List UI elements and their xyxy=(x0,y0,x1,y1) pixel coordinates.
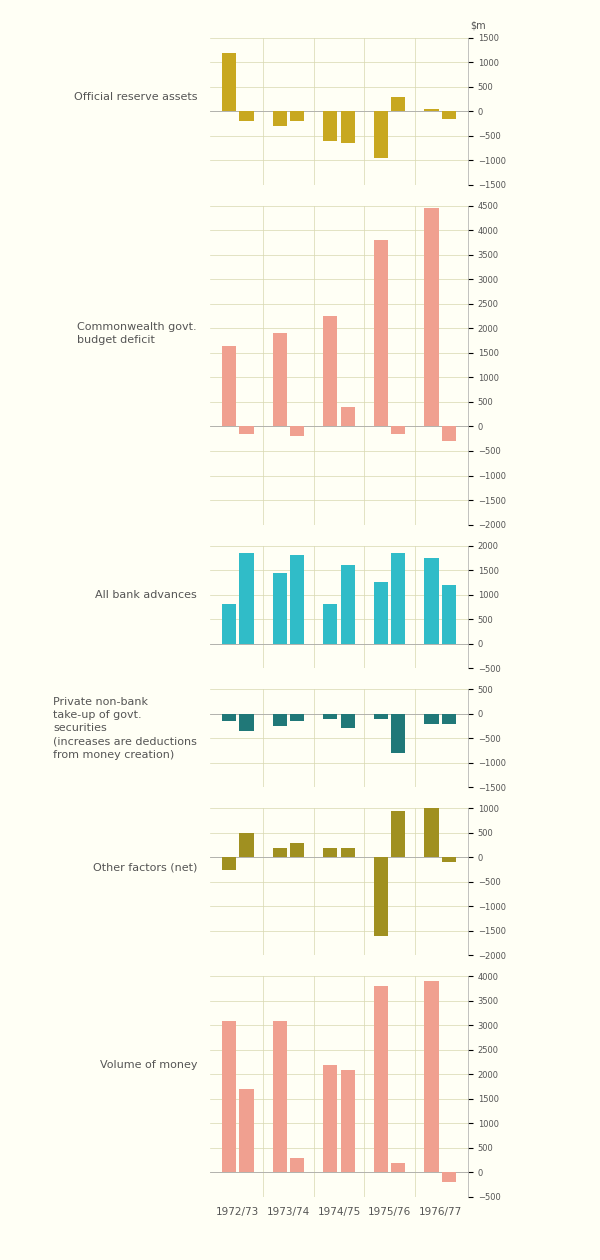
Bar xyxy=(391,426,405,433)
Bar xyxy=(374,111,388,158)
Bar xyxy=(424,809,439,857)
Bar xyxy=(290,426,304,436)
Bar xyxy=(341,407,355,426)
Bar xyxy=(391,810,405,857)
Bar xyxy=(442,713,456,723)
Bar xyxy=(239,713,254,731)
Bar xyxy=(323,848,337,857)
Bar xyxy=(391,713,405,753)
Bar xyxy=(273,1021,287,1173)
Text: Volume of money: Volume of money xyxy=(100,1060,197,1070)
Bar xyxy=(239,1089,254,1173)
Bar xyxy=(239,833,254,857)
Bar xyxy=(290,1158,304,1173)
Bar xyxy=(273,848,287,857)
Bar xyxy=(374,857,388,936)
Bar xyxy=(341,713,355,728)
Bar xyxy=(273,334,287,426)
Bar xyxy=(442,857,456,862)
Bar xyxy=(290,556,304,644)
Bar xyxy=(391,553,405,644)
Bar xyxy=(374,241,388,426)
Bar xyxy=(290,111,304,121)
Text: Private non-bank
take-up of govt.
securities
(increases are deductions
from mone: Private non-bank take-up of govt. securi… xyxy=(53,697,197,760)
Bar xyxy=(273,572,287,644)
Bar xyxy=(323,1065,337,1173)
Bar xyxy=(323,605,337,644)
Bar xyxy=(239,426,254,433)
Bar xyxy=(222,857,236,869)
Text: Other factors (net): Other factors (net) xyxy=(93,862,197,872)
Bar xyxy=(290,843,304,857)
Text: Commonwealth govt.
budget deficit: Commonwealth govt. budget deficit xyxy=(77,321,197,345)
Bar xyxy=(374,987,388,1173)
Text: Official reserve assets: Official reserve assets xyxy=(74,92,197,102)
Bar xyxy=(323,713,337,718)
Bar xyxy=(341,848,355,857)
Bar xyxy=(239,111,254,121)
Bar xyxy=(273,713,287,726)
Bar xyxy=(222,53,236,111)
Text: All bank advances: All bank advances xyxy=(95,590,197,600)
Bar xyxy=(424,108,439,111)
Bar xyxy=(442,1173,456,1182)
Bar xyxy=(222,713,236,721)
Bar xyxy=(273,111,287,126)
Bar xyxy=(222,345,236,426)
Bar xyxy=(391,97,405,111)
Bar xyxy=(323,111,337,141)
Text: $m: $m xyxy=(470,20,486,30)
Bar xyxy=(222,1021,236,1173)
Bar xyxy=(341,566,355,644)
Bar xyxy=(442,111,456,118)
Bar xyxy=(442,585,456,644)
Bar xyxy=(442,426,456,441)
Bar xyxy=(290,713,304,721)
Bar xyxy=(424,982,439,1173)
Bar xyxy=(239,553,254,644)
Bar xyxy=(222,605,236,644)
Bar xyxy=(424,713,439,723)
Bar xyxy=(341,111,355,144)
Bar xyxy=(424,208,439,426)
Bar xyxy=(374,713,388,718)
Bar xyxy=(391,1163,405,1173)
Bar xyxy=(341,1070,355,1173)
Bar xyxy=(323,316,337,426)
Bar xyxy=(374,582,388,644)
Bar xyxy=(424,558,439,644)
